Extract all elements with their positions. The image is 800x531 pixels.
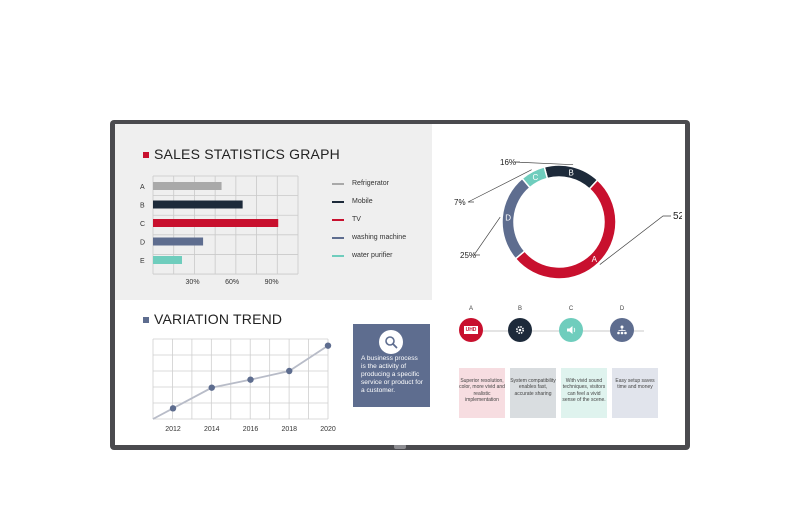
- feature-card-d: Easy setup saves time and money: [612, 368, 658, 418]
- legend-label: Mobile: [352, 198, 373, 205]
- feature-text: With vivid sound techniques, visitors ca…: [562, 378, 606, 404]
- sales-title: SALES STATISTICS GRAPH: [154, 146, 340, 162]
- trend-point: [247, 376, 254, 383]
- legend-label: washing machine: [352, 234, 407, 241]
- slice-leader-line: [513, 161, 574, 166]
- bar: [153, 182, 222, 190]
- network-icon: [617, 325, 627, 335]
- legend-item: water purifier: [332, 252, 392, 259]
- slice-percent-label: 16%: [500, 158, 516, 167]
- legend-swatch: [332, 254, 344, 257]
- trend-line: [152, 344, 329, 420]
- feature-text: Superior resolution, color, more vivid a…: [459, 378, 505, 404]
- line-grid: [152, 338, 329, 420]
- category-label: A: [140, 184, 145, 191]
- feature-letter: B: [517, 306, 522, 312]
- category-label: C: [140, 221, 145, 228]
- legend-item: Refrigerator: [332, 180, 389, 187]
- features-row: A B C D UHD: [459, 304, 679, 424]
- legend-swatch: [332, 236, 344, 239]
- feature-icon-d: [610, 318, 634, 342]
- category-label: D: [140, 240, 145, 247]
- slice-letter: C: [532, 173, 538, 182]
- brand-logo: [394, 444, 406, 449]
- legend-swatch: [332, 218, 344, 221]
- x-tick-label: 2020: [320, 426, 336, 433]
- magnifier-icon: [379, 330, 403, 354]
- donut-slice-c: [521, 166, 549, 189]
- legend-item: TV: [332, 216, 361, 223]
- sales-panel: [115, 124, 432, 300]
- tv-screen: SALES STATISTICS GRAPH A B C D E 30% 60% 90% Re…: [115, 124, 685, 445]
- feature-icon-c: [559, 318, 583, 342]
- feature-letter: A: [468, 306, 473, 312]
- sales-legend: Refrigerator Mobile TV washing machine w…: [332, 180, 432, 270]
- slice-letter: A: [592, 255, 598, 264]
- legend-item: Mobile: [332, 198, 373, 205]
- feature-letter: C: [568, 306, 574, 312]
- slice-leader-line: [599, 215, 671, 265]
- feature-icon-b: [508, 318, 532, 342]
- x-tick-label: 90%: [265, 279, 279, 286]
- slice-percent-label: 52%: [673, 211, 682, 222]
- bar: [153, 237, 204, 246]
- variation-line-chart: 2012 2014 2016 2018 2020: [152, 338, 336, 433]
- feature-card-b: System compatibility enables fast, accur…: [510, 368, 556, 418]
- slice-letter: B: [568, 168, 573, 177]
- trend-point: [286, 367, 293, 375]
- slice-leader-line: [467, 169, 532, 203]
- x-tick-label: 2016: [243, 426, 259, 433]
- gear-icon: [515, 325, 525, 335]
- legend-swatch: [332, 200, 344, 203]
- variation-title-bullet: [143, 317, 149, 323]
- speaker-icon: [567, 326, 576, 334]
- sales-bar-chart: A B C D E 30% 60% 90%: [140, 175, 299, 286]
- x-tick-label: 2014: [204, 426, 220, 433]
- slice-leader-line: [473, 216, 501, 256]
- legend-swatch: [332, 182, 344, 185]
- feature-text: System compatibility enables fast, accur…: [510, 378, 556, 397]
- slice-percent-label: 25%: [460, 251, 476, 260]
- trend-point: [169, 405, 177, 412]
- bar: [153, 200, 243, 209]
- category-label: E: [140, 258, 145, 265]
- bar: [153, 219, 279, 227]
- x-tick-label: 60%: [225, 279, 239, 286]
- uhd-icon: UHD: [463, 326, 479, 334]
- slice-percent-label: 7%: [454, 198, 466, 207]
- feature-card-c: With vivid sound techniques, visitors ca…: [561, 368, 607, 418]
- info-text: A business process is the activity of pr…: [361, 355, 423, 394]
- x-tick-label: 2012: [165, 426, 181, 433]
- legend-label: water purifier: [352, 252, 393, 259]
- legend-label: TV: [352, 216, 361, 223]
- feature-text: Easy setup saves time and money: [615, 378, 655, 391]
- feature-icon-a: UHD: [459, 318, 483, 342]
- share-donut-chart: B 16% A 52% D 25% C 7%: [454, 158, 682, 280]
- slice-letter: D: [505, 214, 511, 223]
- x-tick-label: 30%: [186, 279, 200, 286]
- variation-title: VARIATION TREND: [154, 311, 283, 327]
- info-box: A business process is the activity of pr…: [353, 324, 430, 407]
- category-label: B: [140, 203, 145, 210]
- bar: [153, 256, 182, 264]
- legend-item: washing machine: [332, 234, 406, 241]
- feature-letter: D: [619, 306, 625, 312]
- sales-title-bullet: [143, 152, 149, 158]
- feature-card-a: Superior resolution, color, more vivid a…: [459, 368, 505, 418]
- legend-label: Refrigerator: [352, 180, 389, 187]
- trend-point: [208, 384, 215, 391]
- x-tick-label: 2018: [281, 426, 297, 433]
- trend-point: [324, 342, 332, 349]
